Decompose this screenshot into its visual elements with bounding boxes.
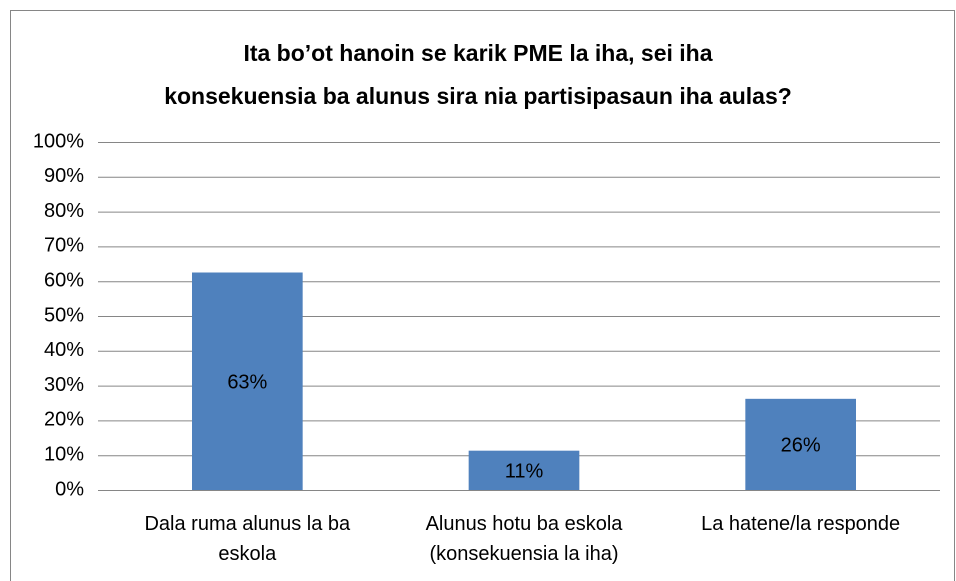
bar bbox=[745, 398, 856, 490]
x-tick-label: La hatene/la responde bbox=[701, 513, 901, 535]
y-tick-label: 10% bbox=[44, 443, 84, 465]
x-tick-label: Dala ruma alunus la ba eskola bbox=[144, 513, 351, 565]
data-label: 26% bbox=[781, 435, 821, 457]
bar bbox=[468, 450, 580, 490]
data-label: 11% bbox=[505, 461, 544, 483]
y-tick-label: 90% bbox=[44, 165, 84, 187]
y-tick-label: 40% bbox=[44, 339, 84, 361]
x-tick-label: Alunus hotu ba eskola (konsekuensia la i… bbox=[425, 513, 623, 565]
y-tick-label: 100% bbox=[33, 130, 84, 152]
chart-title: Ita bo’ot hanoin se karik PME la iha, se… bbox=[164, 40, 792, 109]
y-tick-label: 80% bbox=[44, 200, 84, 222]
y-tick-label: 60% bbox=[44, 269, 84, 291]
data-label: 63% bbox=[227, 372, 267, 394]
y-tick-label: 0% bbox=[55, 478, 84, 500]
y-tick-label: 20% bbox=[44, 409, 84, 431]
y-tick-label: 30% bbox=[44, 374, 84, 396]
y-tick-label: 70% bbox=[44, 235, 84, 257]
y-tick-label: 50% bbox=[44, 304, 84, 326]
chart-border bbox=[10, 10, 955, 581]
bar bbox=[192, 272, 303, 490]
